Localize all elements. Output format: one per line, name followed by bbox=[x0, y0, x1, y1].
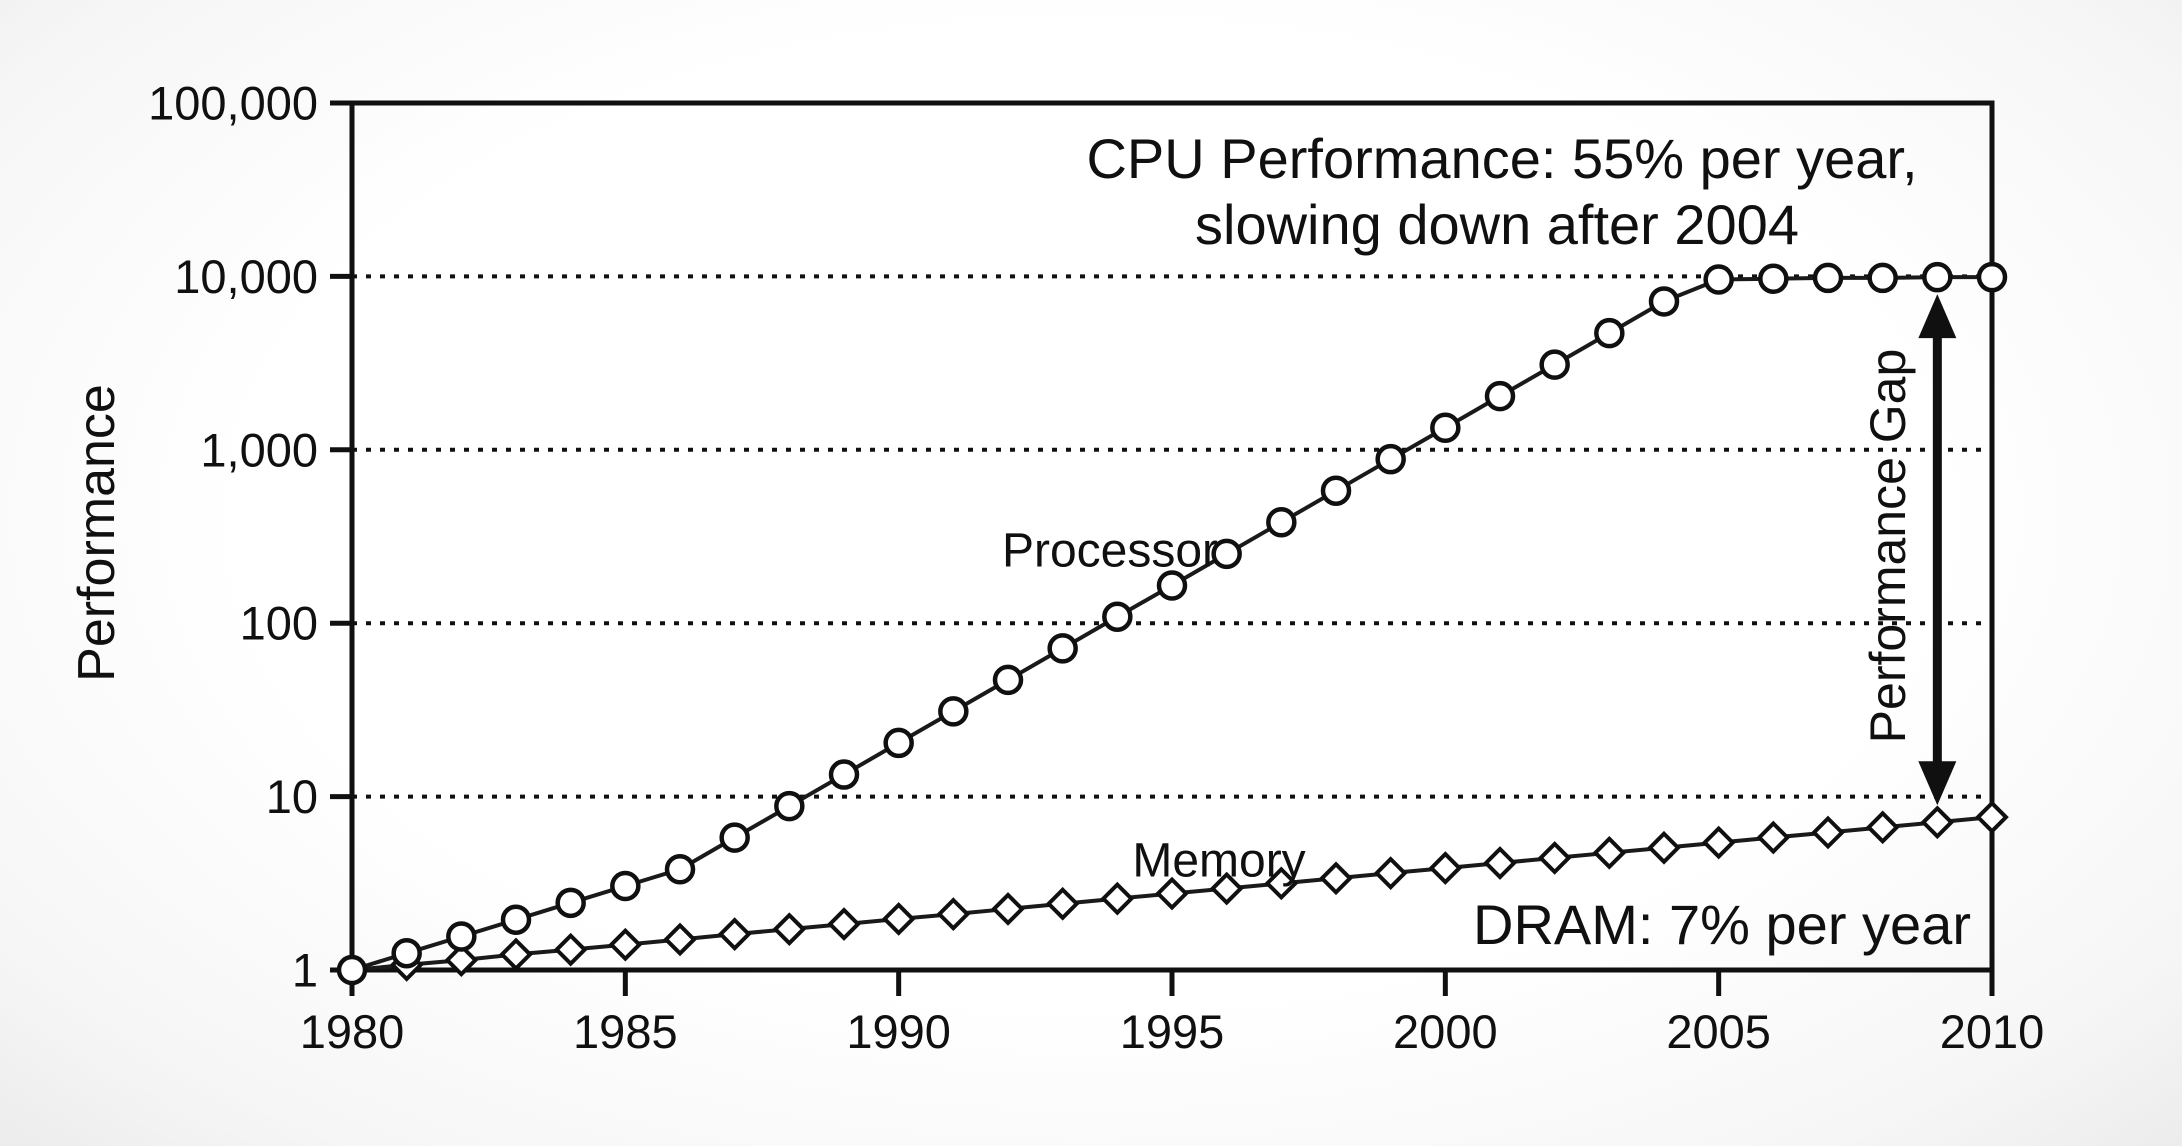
memory-marker bbox=[1373, 856, 1408, 890]
processor-marker bbox=[1375, 443, 1406, 475]
performance-gap-arrow bbox=[1918, 294, 1957, 806]
processor-marker bbox=[1812, 262, 1844, 294]
memory-marker bbox=[717, 917, 752, 951]
y-tick-label: 100,000 bbox=[148, 77, 318, 130]
processor-marker bbox=[1320, 475, 1352, 506]
memory-marker bbox=[827, 907, 861, 941]
data-series bbox=[335, 261, 2009, 987]
processor-series-label: Processor bbox=[1002, 525, 1218, 578]
memory-marker bbox=[1483, 846, 1517, 880]
memory-marker bbox=[1975, 800, 2009, 834]
dram-annotation: DRAM: 7% per year bbox=[1473, 893, 1971, 956]
processor-marker bbox=[828, 759, 860, 790]
y-tick-label: 10 bbox=[266, 770, 318, 823]
memory-marker bbox=[1865, 810, 1900, 845]
memory-marker bbox=[881, 902, 916, 936]
memory-marker bbox=[663, 922, 697, 957]
processor-series bbox=[336, 261, 2008, 986]
memory-marker bbox=[1756, 820, 1791, 855]
memory-marker bbox=[608, 927, 643, 962]
processor-marker bbox=[1484, 380, 1516, 412]
processor-marker bbox=[883, 727, 914, 759]
x-axis-tick-labels: 1980 1985 1990 1995 2000 2005 2010 bbox=[300, 1005, 2045, 1058]
processor-marker bbox=[774, 790, 805, 822]
processor-marker bbox=[336, 954, 368, 986]
y-tick-label: 1,000 bbox=[200, 423, 318, 476]
cpu-annotation-line2: slowing down after 2004 bbox=[1195, 193, 1799, 256]
x-tick-label: 2005 bbox=[1666, 1005, 1771, 1058]
memory-marker bbox=[1209, 871, 1244, 906]
x-tick-label: 2010 bbox=[1940, 1005, 2045, 1058]
x-tick-label: 2000 bbox=[1393, 1005, 1498, 1058]
memory-marker bbox=[1319, 861, 1353, 896]
memory-marker bbox=[1647, 830, 1681, 865]
x-tick-label: 1990 bbox=[846, 1005, 951, 1058]
processor-marker bbox=[446, 921, 477, 952]
memory-series-label: Memory bbox=[1132, 835, 1305, 888]
x-tick-label: 1980 bbox=[300, 1005, 405, 1058]
cpu-annotation-line1: CPU Performance: 55% per year, bbox=[1086, 127, 1917, 190]
processor-marker bbox=[1758, 263, 1789, 294]
memory-marker bbox=[1537, 841, 1572, 875]
processor-marker bbox=[610, 870, 641, 902]
processor-marker bbox=[1430, 412, 1461, 444]
x-tick-label: 1985 bbox=[573, 1005, 678, 1058]
memory-marker bbox=[1701, 825, 1736, 860]
y-axis-title: Performance bbox=[68, 384, 126, 682]
processor-marker bbox=[1539, 349, 1570, 380]
y-tick-label: 1 bbox=[292, 944, 318, 997]
memory-marker bbox=[444, 943, 479, 977]
memory-series bbox=[335, 800, 2009, 987]
processor-marker bbox=[664, 854, 696, 885]
processor-marker bbox=[1703, 264, 1734, 295]
memory-marker bbox=[1920, 805, 1955, 840]
processor-marker bbox=[1648, 286, 1680, 317]
memory-marker bbox=[1428, 851, 1463, 885]
y-axis-tick-labels: 1 10 100 1,000 10,000 100,000 bbox=[148, 77, 318, 997]
axis-ticks bbox=[330, 100, 1995, 996]
memory-marker bbox=[1811, 815, 1845, 850]
x-tick-label: 1995 bbox=[1120, 1005, 1225, 1058]
processor-marker bbox=[555, 887, 586, 919]
memory-marker bbox=[1592, 835, 1627, 870]
memory-marker bbox=[1100, 881, 1135, 916]
processor-marker bbox=[1867, 262, 1898, 294]
memory-marker bbox=[1264, 866, 1299, 901]
processor-marker bbox=[1156, 570, 1188, 601]
gap-arrow-head-down bbox=[1918, 761, 1957, 806]
processor-marker bbox=[1922, 261, 1953, 293]
memory-marker bbox=[772, 912, 807, 946]
y-tick-label: 10,000 bbox=[174, 250, 318, 303]
memory-marker bbox=[499, 937, 533, 972]
memory-marker bbox=[991, 892, 1025, 926]
processor-marker bbox=[719, 822, 750, 853]
processor-marker bbox=[992, 664, 1024, 696]
processor-marker bbox=[1047, 633, 1078, 664]
processor-marker bbox=[1594, 317, 1625, 349]
memory-marker bbox=[553, 932, 588, 967]
processor-marker bbox=[938, 696, 969, 727]
performance-gap-label: Performance Gap bbox=[1860, 349, 1916, 744]
processor-marker bbox=[391, 937, 422, 969]
memory-marker bbox=[1155, 876, 1189, 911]
processor-marker bbox=[1211, 538, 1242, 570]
memory-marker bbox=[936, 897, 971, 931]
memory-marker bbox=[1045, 886, 1080, 921]
y-tick-label: 100 bbox=[240, 597, 318, 650]
processor-marker bbox=[1976, 261, 2008, 293]
processor-marker bbox=[1102, 601, 1133, 632]
processor-marker bbox=[500, 904, 532, 935]
gap-arrow-head-up bbox=[1918, 294, 1957, 339]
processor-marker bbox=[1266, 507, 1297, 538]
